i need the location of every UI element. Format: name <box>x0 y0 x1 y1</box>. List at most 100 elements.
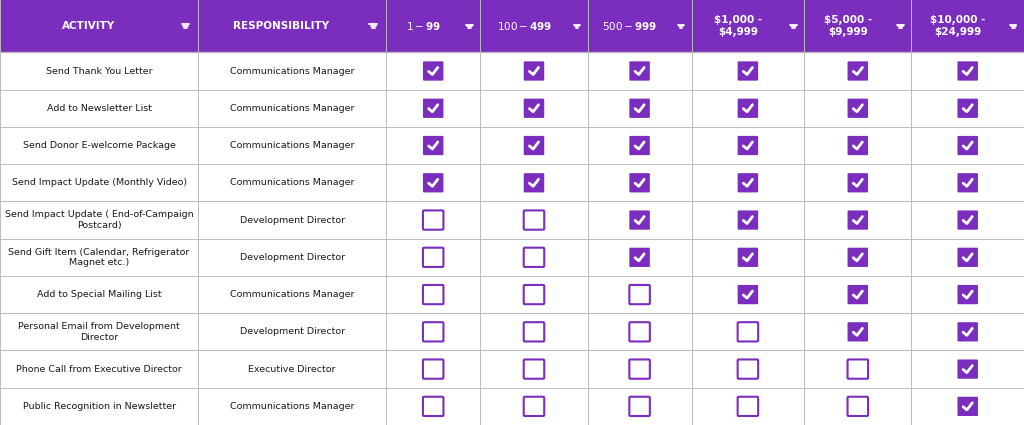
Text: ACTIVITY: ACTIVITY <box>61 21 115 31</box>
FancyBboxPatch shape <box>848 210 868 230</box>
FancyBboxPatch shape <box>630 322 650 341</box>
FancyBboxPatch shape <box>957 285 978 304</box>
Text: Send Gift Item (Calendar, Refrigerator
Magnet etc.): Send Gift Item (Calendar, Refrigerator M… <box>8 248 189 267</box>
Text: Send Thank You Letter: Send Thank You Letter <box>46 66 153 76</box>
FancyBboxPatch shape <box>957 322 978 341</box>
FancyBboxPatch shape <box>957 99 978 118</box>
Text: Public Recognition in Newsletter: Public Recognition in Newsletter <box>23 402 176 411</box>
Text: $1 - $99: $1 - $99 <box>406 20 441 32</box>
Bar <box>0 164 1024 201</box>
FancyBboxPatch shape <box>523 173 544 193</box>
Bar <box>0 201 1024 239</box>
FancyBboxPatch shape <box>957 173 978 193</box>
FancyBboxPatch shape <box>737 61 758 81</box>
Bar <box>911 0 1024 52</box>
FancyBboxPatch shape <box>423 173 443 193</box>
FancyBboxPatch shape <box>630 397 650 416</box>
Bar <box>804 0 911 52</box>
FancyBboxPatch shape <box>523 248 544 267</box>
Text: Communications Manager: Communications Manager <box>230 178 354 187</box>
FancyBboxPatch shape <box>630 248 650 267</box>
Bar <box>0 127 1024 164</box>
Bar <box>0 0 199 52</box>
FancyBboxPatch shape <box>630 136 650 155</box>
FancyBboxPatch shape <box>423 285 443 304</box>
FancyBboxPatch shape <box>423 99 443 118</box>
Text: Development Director: Development Director <box>240 253 345 262</box>
FancyBboxPatch shape <box>523 397 544 416</box>
Bar <box>0 351 1024 388</box>
Text: RESPONSIBILITY: RESPONSIBILITY <box>233 21 330 31</box>
FancyBboxPatch shape <box>630 360 650 379</box>
FancyBboxPatch shape <box>848 173 868 193</box>
Text: $100 - $499: $100 - $499 <box>497 20 552 32</box>
FancyBboxPatch shape <box>848 285 868 304</box>
Text: $1,000 -
$4,999: $1,000 - $4,999 <box>714 15 762 37</box>
FancyBboxPatch shape <box>848 248 868 267</box>
FancyBboxPatch shape <box>957 397 978 416</box>
Text: Send Impact Update (Monthly Video): Send Impact Update (Monthly Video) <box>11 178 186 187</box>
Bar <box>0 52 1024 90</box>
FancyBboxPatch shape <box>630 173 650 193</box>
FancyBboxPatch shape <box>957 248 978 267</box>
FancyBboxPatch shape <box>523 322 544 341</box>
FancyBboxPatch shape <box>848 397 868 416</box>
Bar <box>386 0 480 52</box>
FancyBboxPatch shape <box>957 61 978 81</box>
FancyBboxPatch shape <box>848 322 868 341</box>
FancyBboxPatch shape <box>737 248 758 267</box>
Text: Communications Manager: Communications Manager <box>230 402 354 411</box>
Bar <box>0 276 1024 313</box>
Text: Add to Special Mailing List: Add to Special Mailing List <box>37 290 162 299</box>
FancyBboxPatch shape <box>737 173 758 193</box>
Text: Communications Manager: Communications Manager <box>230 66 354 76</box>
FancyBboxPatch shape <box>630 285 650 304</box>
FancyBboxPatch shape <box>423 210 443 230</box>
FancyBboxPatch shape <box>423 248 443 267</box>
FancyBboxPatch shape <box>848 99 868 118</box>
Text: Communications Manager: Communications Manager <box>230 141 354 150</box>
Text: $10,000 -
$24,999: $10,000 - $24,999 <box>931 15 986 37</box>
Text: Communications Manager: Communications Manager <box>230 104 354 113</box>
FancyBboxPatch shape <box>848 360 868 379</box>
FancyBboxPatch shape <box>423 360 443 379</box>
Bar <box>0 239 1024 276</box>
Text: Phone Call from Executive Director: Phone Call from Executive Director <box>16 365 182 374</box>
Bar <box>480 0 588 52</box>
FancyBboxPatch shape <box>423 136 443 155</box>
FancyBboxPatch shape <box>630 99 650 118</box>
FancyBboxPatch shape <box>957 136 978 155</box>
Text: Add to Newsletter List: Add to Newsletter List <box>47 104 152 113</box>
FancyBboxPatch shape <box>423 61 443 81</box>
FancyBboxPatch shape <box>848 136 868 155</box>
FancyBboxPatch shape <box>957 360 978 379</box>
Text: Development Director: Development Director <box>240 327 345 336</box>
Text: Communications Manager: Communications Manager <box>230 290 354 299</box>
FancyBboxPatch shape <box>737 397 758 416</box>
FancyBboxPatch shape <box>523 136 544 155</box>
FancyBboxPatch shape <box>737 285 758 304</box>
Text: Send Donor E-welcome Package: Send Donor E-welcome Package <box>23 141 176 150</box>
FancyBboxPatch shape <box>737 322 758 341</box>
FancyBboxPatch shape <box>523 99 544 118</box>
Bar <box>0 90 1024 127</box>
FancyBboxPatch shape <box>630 61 650 81</box>
Bar <box>691 0 804 52</box>
FancyBboxPatch shape <box>957 210 978 230</box>
FancyBboxPatch shape <box>737 99 758 118</box>
Text: Executive Director: Executive Director <box>249 365 336 374</box>
FancyBboxPatch shape <box>423 322 443 341</box>
Bar <box>0 388 1024 425</box>
Text: Development Director: Development Director <box>240 215 345 224</box>
FancyBboxPatch shape <box>523 360 544 379</box>
FancyBboxPatch shape <box>523 61 544 81</box>
FancyBboxPatch shape <box>630 210 650 230</box>
FancyBboxPatch shape <box>737 136 758 155</box>
FancyBboxPatch shape <box>737 360 758 379</box>
Text: $5,000 -
$9,999: $5,000 - $9,999 <box>824 15 872 37</box>
Bar <box>199 0 386 52</box>
Text: Personal Email from Development
Director: Personal Email from Development Director <box>18 322 180 342</box>
Bar <box>588 0 691 52</box>
Text: Send Impact Update ( End-of-Campaign
Postcard): Send Impact Update ( End-of-Campaign Pos… <box>5 210 194 230</box>
FancyBboxPatch shape <box>737 210 758 230</box>
